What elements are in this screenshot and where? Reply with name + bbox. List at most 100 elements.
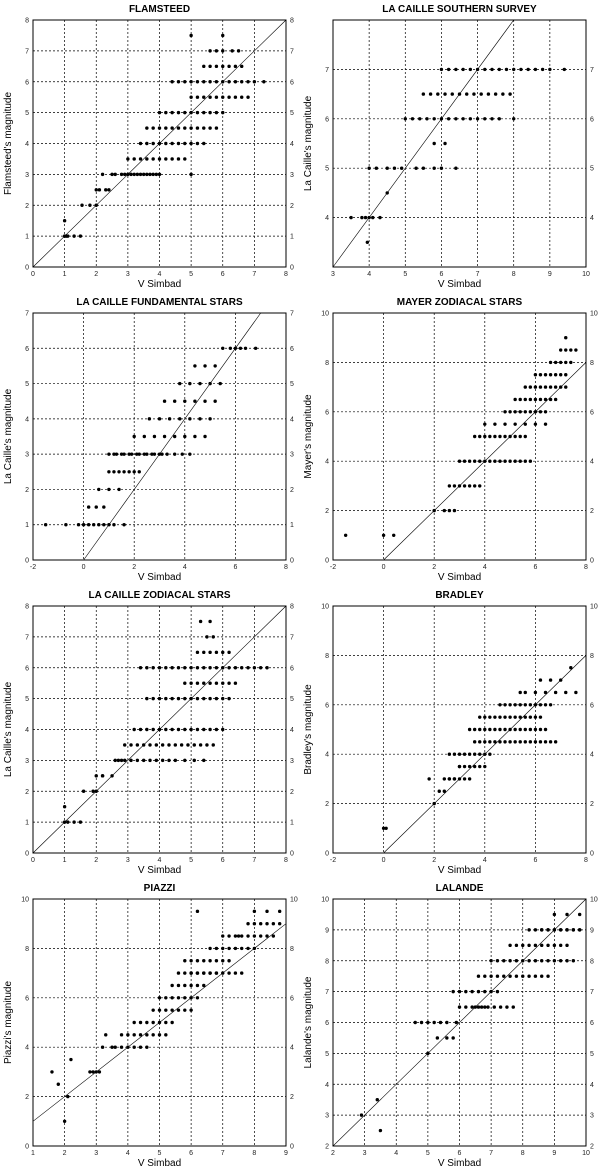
- x-tick-label: 1: [63, 857, 67, 864]
- data-point: [123, 758, 127, 763]
- data-point: [195, 696, 200, 701]
- data-point: [180, 452, 184, 456]
- data-point: [100, 172, 105, 177]
- data-point: [221, 110, 225, 115]
- data-point: [69, 1057, 73, 1062]
- data-point: [145, 141, 149, 146]
- data-point: [467, 484, 472, 488]
- data-point: [488, 752, 492, 756]
- y-tick-label: 3: [25, 758, 29, 765]
- data-point: [135, 743, 140, 747]
- x-tick-label: 9: [548, 271, 552, 278]
- y-axis-label: Flamsteed's magnitude: [3, 92, 14, 196]
- y-tick-label: 0: [325, 851, 329, 858]
- data-point: [468, 117, 473, 121]
- data-point: [446, 67, 451, 72]
- data-point: [359, 1113, 364, 1117]
- data-point: [472, 740, 477, 744]
- data-point: [233, 95, 238, 99]
- data-point: [508, 434, 512, 439]
- data-point: [265, 922, 269, 926]
- x-tick-label: 7: [252, 271, 256, 278]
- data-point: [447, 484, 452, 488]
- data-point: [172, 399, 177, 403]
- data-point: [489, 989, 493, 994]
- data-point: [528, 727, 533, 732]
- y-tick-label: 8: [590, 958, 594, 965]
- data-point: [384, 826, 388, 830]
- data-point: [183, 971, 187, 975]
- y-axis-label: La Caille's magnitude: [3, 681, 14, 777]
- data-point: [483, 715, 487, 719]
- data-point: [129, 172, 133, 177]
- data-point: [533, 373, 538, 377]
- data-point: [154, 758, 159, 763]
- data-point: [562, 67, 567, 72]
- data-point: [443, 141, 447, 146]
- data-point: [564, 360, 568, 365]
- data-point: [543, 373, 548, 377]
- data-point: [483, 67, 487, 72]
- data-point: [195, 110, 200, 115]
- y-tick-label: 6: [590, 409, 594, 416]
- data-point: [523, 385, 527, 389]
- data-point: [457, 92, 462, 96]
- data-point: [170, 1008, 174, 1012]
- data-point: [122, 470, 126, 474]
- data-point: [189, 33, 193, 38]
- y-tick-label: 8: [325, 653, 329, 660]
- data-point: [157, 452, 162, 456]
- data-point: [170, 157, 174, 161]
- data-point: [533, 715, 538, 719]
- y-tick-label: 5: [325, 166, 329, 173]
- data-point: [538, 373, 543, 377]
- y-tick-label: 7: [25, 48, 29, 55]
- data-point: [495, 974, 500, 978]
- data-point: [427, 777, 431, 781]
- y-tick-label: 8: [290, 18, 294, 25]
- data-point: [410, 117, 415, 121]
- data-point: [233, 946, 238, 951]
- y-axis-label: Lalande's magnitude: [303, 976, 314, 1068]
- y-tick-label: 6: [290, 665, 294, 672]
- data-point: [513, 740, 517, 744]
- data-point: [514, 959, 519, 963]
- data-point: [208, 417, 212, 421]
- data-point: [189, 80, 193, 84]
- data-point: [160, 743, 165, 747]
- data-point: [378, 215, 382, 220]
- y-tick-label: 0: [25, 1144, 29, 1151]
- data-point: [91, 789, 95, 793]
- data-point: [265, 934, 269, 938]
- data-point: [132, 1033, 136, 1037]
- data-point: [343, 533, 348, 537]
- data-point: [129, 452, 134, 456]
- data-point: [548, 703, 553, 707]
- data-point: [135, 452, 139, 456]
- data-point: [483, 974, 487, 978]
- data-point: [493, 727, 497, 732]
- data-point: [88, 1070, 92, 1074]
- data-point: [483, 422, 487, 426]
- data-point: [157, 1008, 162, 1012]
- data-point: [221, 64, 225, 69]
- data-point: [94, 505, 98, 509]
- data-point: [221, 971, 225, 975]
- data-point: [559, 373, 563, 377]
- data-point: [233, 934, 238, 938]
- data-point: [489, 974, 493, 978]
- data-point: [148, 172, 152, 177]
- x-tick-label: 8: [584, 857, 588, 864]
- y-tick-label: 1: [25, 522, 29, 529]
- data-point: [476, 974, 481, 978]
- data-point: [195, 666, 200, 670]
- data-point: [564, 336, 568, 340]
- data-point: [246, 946, 250, 951]
- data-point: [498, 715, 502, 719]
- x-axis-label: V Simbad: [438, 865, 481, 876]
- x-tick-label: 5: [403, 271, 407, 278]
- y-tick-label: 8: [25, 946, 29, 953]
- data-point: [437, 789, 441, 793]
